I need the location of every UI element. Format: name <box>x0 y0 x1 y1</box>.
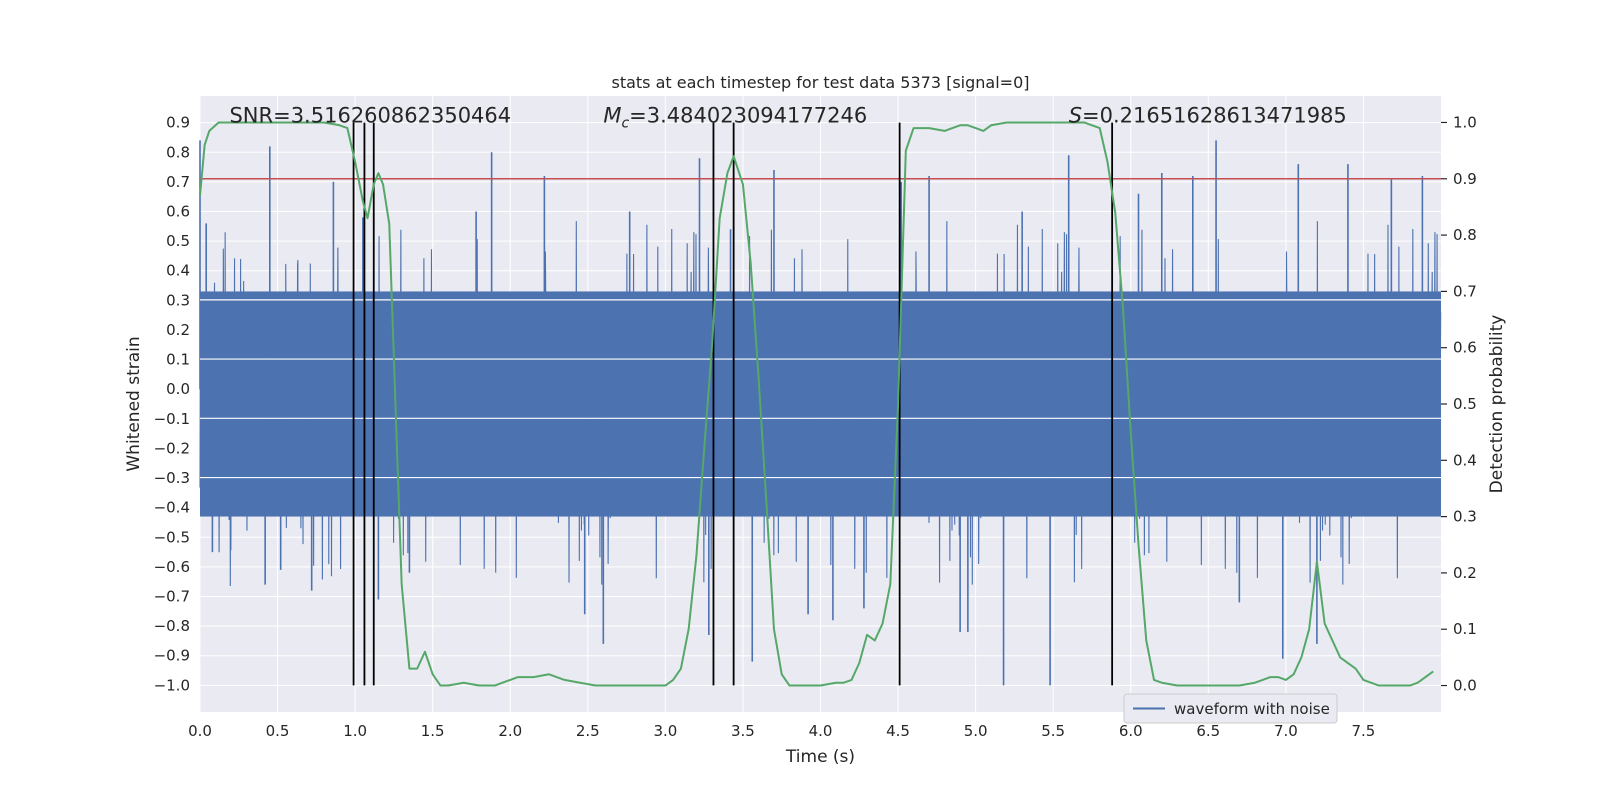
y-tick-label-11: −0.2 <box>154 439 190 457</box>
x-tick-label-15: 7.5 <box>1352 722 1376 740</box>
x-tick-label-4: 2.0 <box>498 722 522 740</box>
y-tick-label-8: 0.1 <box>166 351 190 369</box>
y-tick-label-14: −0.5 <box>154 528 190 546</box>
y-tick-label-3: 0.6 <box>166 203 190 221</box>
x-ticks: 0.0 0.5 1.0 1.5 2.0 2.5 3.0 3.5 4.0 4.5 5.0 5.5 6.0 6… <box>188 722 1375 740</box>
s-value: =0.21651628613471985 <box>1082 104 1347 128</box>
y2-tick-label-2: 0.8 <box>1453 226 1477 244</box>
y-tick-label-7: 0.2 <box>166 321 190 339</box>
y-axis-label: Whitened strain <box>124 336 144 471</box>
y-tick-label-9: 0.0 <box>166 380 190 398</box>
y2-tick-label-0: 1.0 <box>1453 113 1477 131</box>
y2-axis-label: Detection probability <box>1487 315 1507 494</box>
y-tick-label-6: 0.3 <box>166 291 190 309</box>
waveform-series <box>199 140 1442 686</box>
y-tick-label-0: 0.9 <box>166 114 190 132</box>
y2-tick-label-10: 0.0 <box>1453 677 1477 695</box>
chirp-mass-annotation: Mc=3.484023094177246 <box>603 104 867 132</box>
y-tick-label-10: −0.1 <box>154 410 190 428</box>
y-tick-label-16: −0.7 <box>154 588 190 606</box>
y2-ticks: 1.0 0.9 0.8 0.7 0.6 0.5 0.4 0.3 0.2 0.1 0.0 <box>1441 113 1477 695</box>
x-tick-label-7: 3.5 <box>731 722 755 740</box>
x-tick-label-10: 5.0 <box>964 722 988 740</box>
s-symbol: S <box>1069 104 1082 128</box>
y2-tick-label-5: 0.5 <box>1453 395 1477 413</box>
legend-box <box>1123 693 1338 724</box>
probability-layer <box>199 121 1434 687</box>
y2-tick-label-3: 0.7 <box>1453 282 1477 300</box>
y-tick-label-5: 0.4 <box>166 262 190 280</box>
y-tick-label-2: 0.7 <box>166 173 190 191</box>
legend-entry-waveform: waveform with noise <box>1174 700 1330 718</box>
y-tick-label-15: −0.6 <box>154 558 190 576</box>
probability-line <box>199 121 1434 687</box>
snr-annotation: SNR=3.516260862350464 <box>229 104 511 128</box>
x-tick-label-5: 2.5 <box>576 722 600 740</box>
y2-tick-label-7: 0.3 <box>1453 508 1477 526</box>
y-tick-label-4: 0.5 <box>166 232 190 250</box>
x-axis-label: Time (s) <box>785 747 855 767</box>
y2-tick-label-9: 0.1 <box>1453 620 1477 638</box>
y-tick-label-12: −0.3 <box>154 469 190 487</box>
chirp-mass-subscript: c <box>621 116 629 132</box>
y2-tick-label-1: 0.9 <box>1453 170 1477 188</box>
chirp-mass-symbol: M <box>603 104 621 128</box>
x-tick-label-11: 5.5 <box>1041 722 1065 740</box>
x-tick-label-13: 6.5 <box>1196 722 1220 740</box>
annotations: SNR=3.516260862350464 Mc=3.4840230941772… <box>229 104 1346 132</box>
y2-tick-label-6: 0.4 <box>1453 451 1477 469</box>
chirp-mass-value: =3.484023094177246 <box>629 104 867 128</box>
x-tick-label-9: 4.5 <box>886 722 910 740</box>
legend: waveform with noise <box>1123 693 1338 724</box>
y2-tick-label-4: 0.6 <box>1453 339 1477 357</box>
vertical-markers <box>352 122 1114 686</box>
chart-title: stats at each timestep for test data 537… <box>611 73 1029 92</box>
x-tick-label-2: 1.0 <box>343 722 367 740</box>
y-tick-label-13: −0.4 <box>154 499 190 517</box>
y-tick-label-1: 0.8 <box>166 143 190 161</box>
x-tick-label-3: 1.5 <box>421 722 445 740</box>
y-tick-label-17: −0.8 <box>154 617 190 635</box>
x-tick-label-12: 6.0 <box>1119 722 1143 740</box>
x-tick-label-0: 0.0 <box>188 722 212 740</box>
y2-tick-label-8: 0.2 <box>1453 564 1477 582</box>
x-tick-label-1: 0.5 <box>266 722 290 740</box>
x-tick-label-8: 4.0 <box>809 722 833 740</box>
s-annotation: S=0.21651628613471985 <box>1069 104 1347 128</box>
y-tick-label-18: −0.9 <box>154 647 190 665</box>
y-ticks: 0.9 0.8 0.7 0.6 0.5 0.4 0.3 0.2 0.1 0.0 −0.1 −0.2 −0… <box>154 114 190 695</box>
y-tick-label-19: −1.0 <box>154 676 190 694</box>
x-tick-label-6: 3.0 <box>653 722 677 740</box>
x-tick-label-14: 7.0 <box>1274 722 1298 740</box>
waveform-dense-band <box>200 291 1441 517</box>
